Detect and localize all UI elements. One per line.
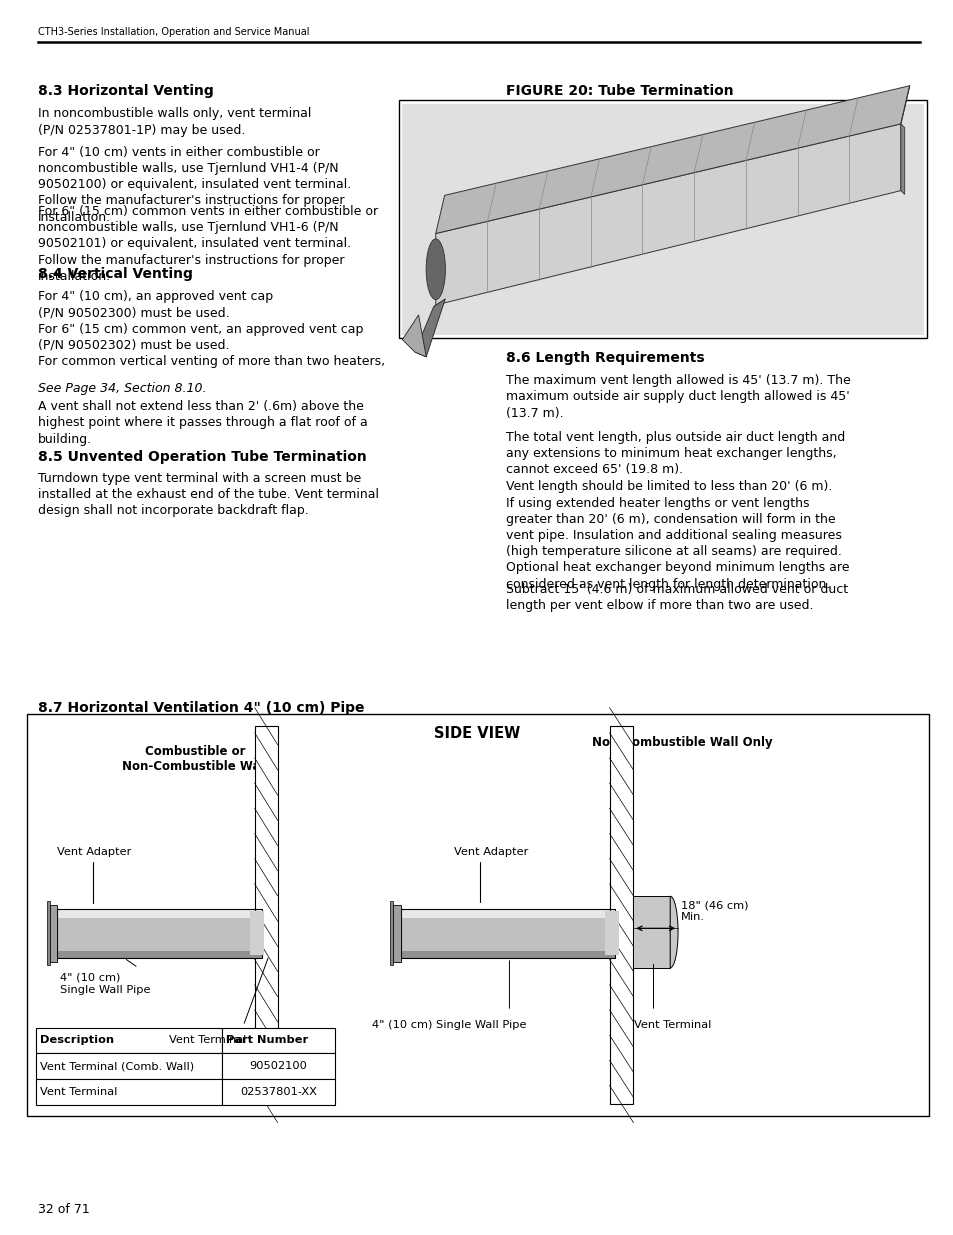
Text: Description: Description bbox=[40, 1035, 114, 1046]
Text: 8.7 Horizontal Ventilation 4" (10 cm) Pipe: 8.7 Horizontal Ventilation 4" (10 cm) Pi… bbox=[38, 701, 364, 715]
Text: 8.5 Unvented Operation Tube Termination: 8.5 Unvented Operation Tube Termination bbox=[38, 450, 367, 463]
Text: Vent Terminal: Vent Terminal bbox=[169, 1035, 247, 1045]
Bar bbox=[27, 714, 928, 1116]
Text: SIDE VIEW: SIDE VIEW bbox=[434, 726, 519, 741]
Bar bbox=[222, 1079, 335, 1105]
Text: 4" (10 cm) Single Wall Pipe: 4" (10 cm) Single Wall Pipe bbox=[372, 1020, 526, 1030]
Text: 32 of 71: 32 of 71 bbox=[38, 1203, 90, 1216]
Text: Non-Combustible Wall Only: Non-Combustible Wall Only bbox=[591, 736, 772, 750]
Bar bbox=[57, 909, 262, 919]
Text: For 4" (10 cm), an approved vent cap
(P/N 90502300) must be used.
For 6" (15 cm): For 4" (10 cm), an approved vent cap (P/… bbox=[38, 290, 385, 368]
Text: 02537801-XX: 02537801-XX bbox=[240, 1087, 316, 1098]
Text: Vent Adapter: Vent Adapter bbox=[57, 847, 132, 903]
Bar bbox=[222, 1053, 335, 1079]
Bar bbox=[400, 909, 615, 958]
Bar bbox=[47, 902, 50, 966]
Text: 8.6 Length Requirements: 8.6 Length Requirements bbox=[505, 351, 703, 364]
Bar bbox=[633, 897, 669, 968]
Text: Vent Adapter: Vent Adapter bbox=[454, 847, 528, 902]
Bar bbox=[57, 951, 262, 958]
Polygon shape bbox=[436, 124, 900, 305]
Ellipse shape bbox=[426, 238, 445, 300]
Text: 18" (46 cm)
Min.: 18" (46 cm) Min. bbox=[680, 900, 748, 923]
Polygon shape bbox=[415, 299, 445, 357]
Bar bbox=[254, 726, 277, 1104]
Bar bbox=[400, 951, 615, 958]
Bar bbox=[401, 104, 923, 335]
Text: Vent Terminal: Vent Terminal bbox=[40, 1087, 117, 1098]
Text: 90502100: 90502100 bbox=[250, 1061, 307, 1072]
Polygon shape bbox=[669, 897, 678, 968]
Bar bbox=[393, 905, 400, 962]
Bar bbox=[250, 911, 263, 956]
Bar bbox=[57, 909, 262, 958]
Text: CTH3-Series Installation, Operation and Service Manual: CTH3-Series Installation, Operation and … bbox=[38, 27, 310, 37]
Text: 8.4 Vertical Venting: 8.4 Vertical Venting bbox=[38, 267, 193, 280]
Text: Subtract 15' (4.6 m) of maximum allowed vent or duct
length per vent elbow if mo: Subtract 15' (4.6 m) of maximum allowed … bbox=[505, 583, 847, 613]
Text: In noncombustible walls only, vent terminal
(P/N 02537801-1P) may be used.: In noncombustible walls only, vent termi… bbox=[38, 107, 312, 137]
Bar bbox=[222, 1028, 335, 1053]
Text: The total vent length, plus outside air duct length and
any extensions to minimu: The total vent length, plus outside air … bbox=[505, 431, 844, 477]
Text: 4" (10 cm)
Single Wall Pipe: 4" (10 cm) Single Wall Pipe bbox=[60, 973, 151, 994]
Polygon shape bbox=[900, 124, 903, 194]
Text: Combustible or
Non-Combustible Wall: Combustible or Non-Combustible Wall bbox=[122, 745, 269, 773]
Bar bbox=[57, 909, 262, 958]
Bar bbox=[36, 1053, 222, 1079]
Text: Part Number: Part Number bbox=[226, 1035, 308, 1046]
Bar bbox=[400, 909, 615, 919]
Bar bbox=[400, 909, 615, 958]
Bar bbox=[609, 726, 633, 1104]
Bar bbox=[50, 905, 57, 962]
Polygon shape bbox=[402, 315, 426, 357]
Bar bbox=[604, 911, 618, 956]
Text: 8.3 Horizontal Venting: 8.3 Horizontal Venting bbox=[38, 84, 213, 98]
Text: Vent length should be limited to less than 20' (6 m).
If using extended heater l: Vent length should be limited to less th… bbox=[505, 480, 848, 590]
Text: The maximum vent length allowed is 45' (13.7 m). The
maximum outside air supply : The maximum vent length allowed is 45' (… bbox=[505, 374, 849, 420]
Bar bbox=[398, 100, 926, 338]
Bar bbox=[36, 1028, 222, 1053]
Text: A vent shall not extend less than 2' (.6m) above the
highest point where it pass: A vent shall not extend less than 2' (.6… bbox=[38, 400, 368, 446]
Bar bbox=[36, 1079, 222, 1105]
Text: Turndown type vent terminal with a screen must be
installed at the exhaust end o: Turndown type vent terminal with a scree… bbox=[38, 472, 378, 517]
Text: For 6" (15 cm) common vents in either combustible or
noncombustible walls, use T: For 6" (15 cm) common vents in either co… bbox=[38, 205, 378, 283]
Bar bbox=[390, 902, 393, 966]
Text: Vent Terminal (Comb. Wall): Vent Terminal (Comb. Wall) bbox=[40, 1061, 194, 1072]
Text: See Page 34, Section 8.10.: See Page 34, Section 8.10. bbox=[38, 382, 207, 395]
Text: Vent Terminal: Vent Terminal bbox=[633, 1020, 711, 1030]
Text: FIGURE 20: Tube Termination: FIGURE 20: Tube Termination bbox=[505, 84, 733, 98]
Text: For 4" (10 cm) vents in either combustible or
noncombustible walls, use Tjernlun: For 4" (10 cm) vents in either combustib… bbox=[38, 146, 351, 224]
Polygon shape bbox=[436, 85, 909, 233]
